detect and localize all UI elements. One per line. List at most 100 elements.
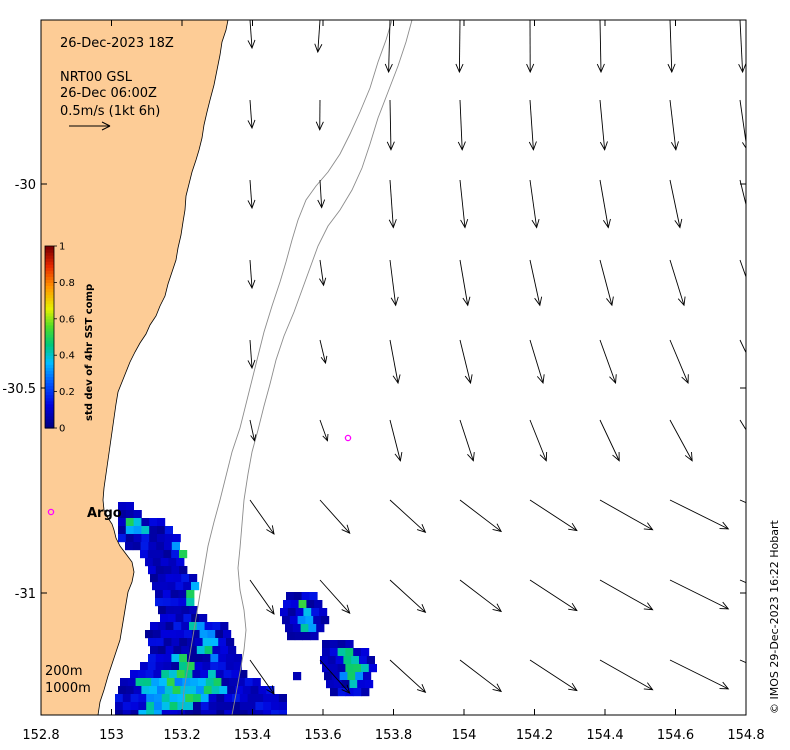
- argo-float-marker: [344, 434, 352, 442]
- current-arrow: [599, 659, 654, 691]
- current-arrow: [667, 20, 676, 74]
- lon-tick-label: 153.2: [163, 728, 200, 743]
- current-arrow: [247, 99, 256, 130]
- current-arrow: [599, 419, 620, 462]
- lon-tick-label: 153: [99, 728, 124, 743]
- current-arrow: [739, 339, 746, 354]
- lon-tick-label: 153.4: [234, 728, 271, 743]
- current-arrow: [596, 20, 605, 74]
- current-arrow: [459, 179, 469, 229]
- colorbar: 0 0.2 0.4 0.6 0.8 1 std dev of 4hr SST comp: [44, 242, 95, 435]
- current-arrow: [526, 20, 535, 74]
- argo-legend-marker: [47, 508, 55, 516]
- current-arrow: [599, 339, 617, 385]
- lat-tick-label: -30.5: [2, 382, 36, 397]
- isobath-200m: [181, 20, 393, 715]
- lon-tick-label: 154.2: [516, 728, 553, 743]
- current-arrow: [389, 419, 403, 462]
- current-arrow: [249, 419, 257, 442]
- lon-tick-label: 152.8: [22, 728, 59, 743]
- current-arrow: [739, 419, 746, 431]
- current-arrow: [599, 179, 611, 229]
- lon-tick-label: 154.8: [727, 728, 764, 743]
- current-arrow: [459, 419, 475, 462]
- colorbar-tick-label: 1: [59, 242, 65, 253]
- current-arrow: [247, 339, 256, 370]
- map-datetime: 26-Dec-2023 18Z: [60, 36, 174, 51]
- isobath-1000m: [231, 20, 413, 715]
- current-arrow: [314, 20, 323, 54]
- current-arrow: [315, 99, 324, 131]
- current-arrow: [738, 20, 746, 74]
- colorbar-title: std dev of 4hr SST comp: [84, 284, 95, 421]
- current-arrow: [669, 99, 679, 151]
- current-arrow: [529, 579, 578, 612]
- current-arrow: [319, 579, 351, 614]
- colorbar-tick-label: 0.4: [59, 351, 75, 362]
- current-arrow: [319, 499, 351, 534]
- lon-tick-label: 153.8: [375, 728, 412, 743]
- current-arrow: [669, 579, 730, 610]
- current-time-label: 26-Dec 06:00Z: [60, 86, 157, 101]
- current-arrow: [389, 659, 427, 694]
- current-arrow: [529, 419, 548, 462]
- current-vectors: [247, 20, 746, 695]
- colorbar-gradient: [45, 246, 54, 429]
- current-arrow: [249, 499, 275, 535]
- colorbar-tick-label: 0.6: [59, 314, 75, 325]
- current-arrow: [669, 659, 730, 690]
- current-arrow: [247, 259, 256, 290]
- current-arrow: [319, 419, 329, 442]
- current-arrow: [388, 179, 397, 229]
- sst-variability-layer: [115, 502, 377, 715]
- imos-credit: © IMOS 29-Dec-2023 16:22 Hobart: [768, 519, 781, 714]
- current-arrow: [459, 339, 473, 385]
- map-axes: 152.8 153 153.2 153.4 153.6 153.8 154 154.2 154.…: [2, 20, 765, 743]
- current-arrow: [529, 259, 543, 307]
- current-arrow: [669, 179, 683, 229]
- current-arrow: [384, 20, 393, 74]
- current-arrow: [459, 499, 503, 533]
- current-arrow: [599, 99, 608, 151]
- current-arrow: [247, 20, 256, 50]
- colorbar-ticks: 0 0.2 0.4 0.6 0.8 1: [54, 242, 75, 435]
- current-arrow: [319, 339, 328, 365]
- current-arrow: [319, 659, 351, 694]
- current-arrow: [459, 259, 471, 307]
- current-arrow: [739, 659, 746, 664]
- current-arrow: [669, 419, 693, 462]
- current-arrow: [389, 339, 401, 385]
- current-arrow: [739, 499, 746, 504]
- current-arrow: [389, 579, 427, 614]
- current-arrow: [457, 99, 466, 151]
- current-arrow: [386, 99, 395, 151]
- current-arrow: [599, 579, 654, 611]
- current-arrow: [529, 179, 540, 229]
- current-arrow: [529, 339, 545, 385]
- current-arrow: [669, 259, 686, 307]
- isobath-200m-label: 200m: [45, 664, 82, 679]
- current-arrow: [455, 20, 464, 74]
- current-arrow: [739, 579, 746, 584]
- current-arrow: [669, 339, 689, 385]
- lon-tick-label: 153.6: [304, 728, 341, 743]
- current-arrow: [739, 259, 746, 279]
- current-arrow: [249, 659, 275, 695]
- lon-tick-label: 154.6: [657, 728, 694, 743]
- current-arrow: [389, 499, 427, 534]
- current-arrow: [317, 179, 326, 209]
- current-arrow: [529, 659, 578, 692]
- current-arrow: [528, 99, 537, 151]
- argo-label: Argo: [87, 506, 122, 521]
- current-arrow: [389, 259, 399, 307]
- data-source-label: NRT00 GSL: [60, 70, 133, 85]
- land-mass: [41, 20, 229, 715]
- current-arrow: [247, 179, 256, 210]
- lon-tick-label: 154: [452, 728, 477, 743]
- current-arrow: [459, 659, 503, 693]
- current-arrow: [319, 259, 327, 287]
- vector-scale-arrow: [69, 121, 111, 131]
- current-arrow: [599, 499, 654, 531]
- current-arrow: [529, 499, 578, 532]
